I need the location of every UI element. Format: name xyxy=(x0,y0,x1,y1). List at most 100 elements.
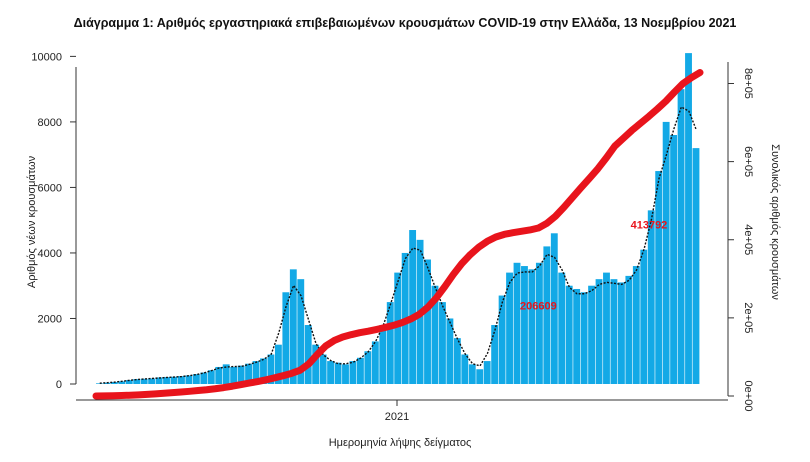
bar xyxy=(528,269,536,384)
bar xyxy=(319,354,327,384)
bar xyxy=(148,378,156,384)
moving-average-line xyxy=(99,105,697,384)
y-left-tick-label: 6000 xyxy=(38,182,62,194)
y-left-tick-label: 2000 xyxy=(38,313,62,325)
right-axis-ticks: 0e+00 2e+05 4e+05 6e+05 8e+05 xyxy=(728,68,754,411)
x-tick-label-2021: 2021 xyxy=(385,411,409,423)
bar xyxy=(677,89,685,385)
bar xyxy=(461,354,469,384)
y-right-tick-label: 6e+05 xyxy=(742,146,754,177)
bar xyxy=(580,292,588,384)
bar xyxy=(498,295,506,384)
bar xyxy=(364,351,372,384)
bar xyxy=(692,148,700,384)
bar xyxy=(327,361,335,384)
y-right-tick-label: 8e+05 xyxy=(742,68,754,99)
bar xyxy=(371,341,379,384)
bar xyxy=(476,369,484,384)
bar xyxy=(491,325,499,384)
bar xyxy=(267,354,275,384)
y-right-tick-label: 4e+05 xyxy=(742,224,754,255)
bar xyxy=(468,364,476,384)
bar xyxy=(200,372,208,384)
bar-series xyxy=(96,53,700,385)
bar xyxy=(662,121,670,385)
bar xyxy=(274,344,282,384)
bar xyxy=(685,53,692,384)
chart-title: Διάγραμμα 1: Αριθμός εργαστηριακά επιβεβ… xyxy=(74,16,737,30)
bar xyxy=(334,362,342,384)
bar xyxy=(655,171,663,384)
bar xyxy=(230,366,238,384)
bar xyxy=(565,285,573,384)
bar xyxy=(133,379,141,384)
left-axis-ticks: 0 2000 4000 6000 8000 10000 xyxy=(31,51,76,391)
bar xyxy=(610,279,618,384)
bar xyxy=(252,361,260,384)
bar xyxy=(394,272,402,384)
bar xyxy=(170,376,178,384)
bar xyxy=(222,364,230,384)
bar xyxy=(178,376,185,384)
y-left-tick-label: 8000 xyxy=(38,117,62,129)
bar xyxy=(439,302,446,384)
x-axis-label: Ημερομηνία λήψης δείγματος xyxy=(329,437,472,449)
bar xyxy=(431,285,439,384)
bar xyxy=(155,377,163,384)
bar xyxy=(446,318,454,384)
bar xyxy=(573,288,581,384)
bar xyxy=(356,357,364,384)
bar xyxy=(192,374,200,384)
bar xyxy=(342,364,349,384)
bar xyxy=(632,266,640,384)
bar xyxy=(282,292,290,384)
bar xyxy=(558,272,566,384)
bar xyxy=(163,377,170,384)
bar xyxy=(125,380,133,384)
bar xyxy=(349,361,357,384)
annotations: 206609413792828032 xyxy=(520,219,668,312)
bar xyxy=(625,275,633,384)
bar xyxy=(595,279,603,384)
bar xyxy=(617,282,625,384)
bar xyxy=(647,210,655,384)
y-right-tick-label: 0e+00 xyxy=(742,381,754,412)
y-left-tick-label: 0 xyxy=(56,379,62,391)
bar xyxy=(96,383,103,384)
bar xyxy=(513,262,521,384)
bar xyxy=(140,378,148,384)
bar xyxy=(207,370,215,384)
y-left-axis-label: Αριθμός νέων κρουσμάτων xyxy=(26,155,38,288)
bar xyxy=(379,325,387,384)
bar xyxy=(245,363,252,384)
annotation-label: 206609 xyxy=(520,300,557,312)
y-left-tick-label: 10000 xyxy=(31,51,62,63)
y-right-axis-label: Συνολικός αριθμός κρουσμάτων xyxy=(769,144,781,300)
bar xyxy=(304,325,312,384)
y-left-tick-label: 4000 xyxy=(38,248,62,260)
annotation-label: 413792 xyxy=(631,219,668,231)
bar xyxy=(118,381,126,384)
cumulative-line xyxy=(92,69,704,400)
moving-average-series xyxy=(99,105,697,384)
bar xyxy=(603,272,610,384)
bar xyxy=(237,365,245,384)
bar xyxy=(289,269,297,384)
bar xyxy=(670,135,678,384)
bar xyxy=(110,382,118,384)
bar xyxy=(297,279,305,384)
y-right-tick-label: 2e+05 xyxy=(742,302,754,333)
bar xyxy=(550,233,558,384)
bar xyxy=(424,259,431,384)
cumulative-series xyxy=(92,69,704,400)
bar xyxy=(409,230,417,384)
bar xyxy=(588,285,596,384)
bar xyxy=(215,366,223,384)
bar xyxy=(260,358,267,384)
bar xyxy=(185,375,193,384)
bar xyxy=(535,262,543,384)
bar xyxy=(521,266,528,384)
bar xyxy=(543,246,551,384)
bar xyxy=(386,302,394,384)
